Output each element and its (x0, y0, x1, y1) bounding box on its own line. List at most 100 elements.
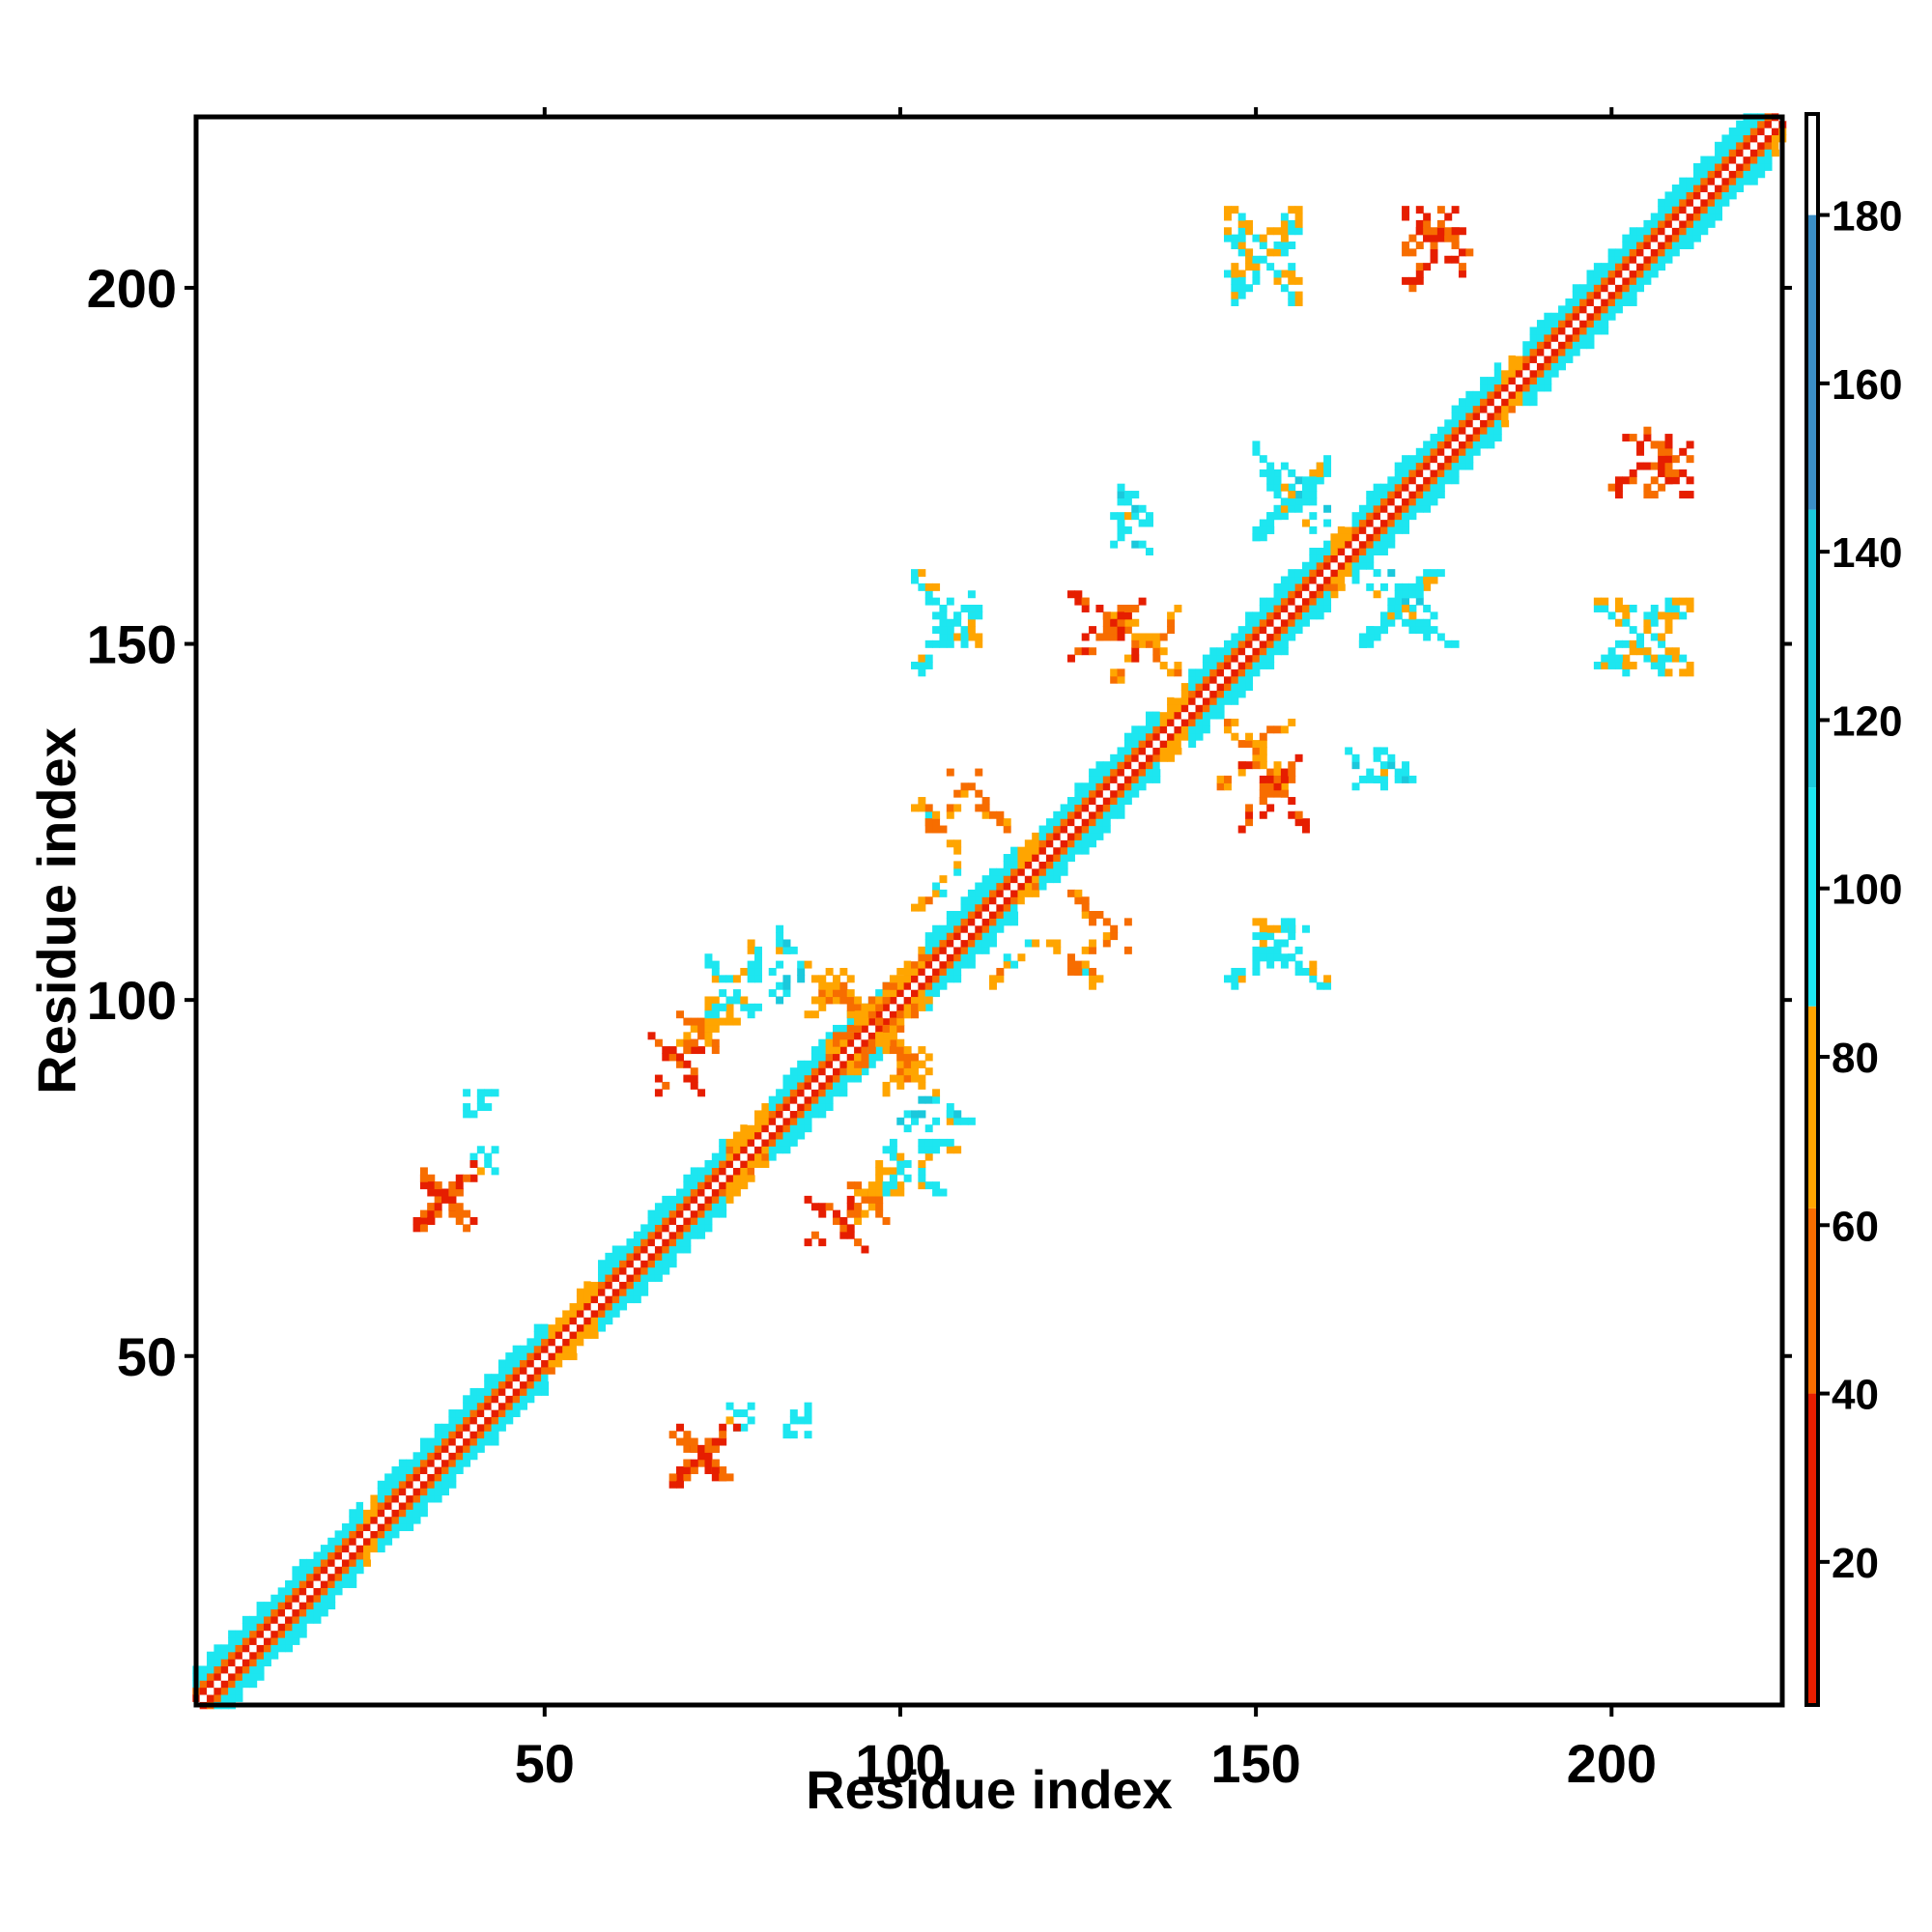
heatmap-cell (683, 1459, 692, 1467)
heatmap-cell (946, 633, 954, 641)
heatmap-cell (1003, 918, 1011, 926)
heatmap-cell (1245, 227, 1254, 236)
heatmap-cell (1565, 312, 1574, 321)
heatmap-cell (989, 932, 997, 941)
heatmap-cell (1643, 234, 1652, 242)
heatmap-cell (419, 1473, 428, 1482)
heatmap-cell (981, 810, 990, 819)
heatmap-cell (810, 975, 819, 983)
heatmap-cell (690, 1466, 698, 1475)
heatmap-cell (882, 1003, 891, 1011)
heatmap-cell (520, 1380, 527, 1389)
heatmap-cell (1288, 611, 1296, 620)
heatmap-cell (1643, 255, 1652, 264)
heatmap-cell (1301, 582, 1310, 591)
heatmap-cell (1415, 447, 1424, 456)
heatmap-cell (776, 981, 784, 990)
heatmap-cell (1664, 618, 1673, 627)
heatmap-cell (1622, 639, 1631, 648)
heatmap-cell (1451, 206, 1460, 214)
heatmap-cell (1123, 618, 1132, 627)
heatmap-cell (1202, 718, 1210, 726)
heatmap-cell (1629, 248, 1637, 257)
heatmap-cell (562, 1338, 571, 1347)
heatmap-cell (1074, 896, 1083, 905)
heatmap-cell (825, 1060, 834, 1068)
heatmap-cell (1601, 276, 1609, 285)
heatmap-cell (882, 1146, 891, 1154)
heatmap-cell (932, 611, 941, 620)
heatmap-cell (1544, 327, 1552, 335)
heatmap-cell (1273, 611, 1282, 620)
heatmap-cell (1430, 497, 1438, 506)
heatmap-cell (1415, 491, 1424, 499)
heatmap-cell (1180, 704, 1189, 713)
heatmap-cell (896, 967, 905, 976)
heatmap-cell (1045, 839, 1054, 848)
heatmap-cell (1508, 398, 1517, 407)
heatmap-cell (818, 1095, 827, 1104)
heatmap-cell (1451, 447, 1460, 456)
heatmap-cell (1373, 633, 1381, 641)
heatmap-cell (854, 1203, 863, 1211)
heatmap-cell (1387, 533, 1396, 542)
heatmap-cell (825, 967, 834, 976)
heatmap-cell (1430, 469, 1438, 477)
heatmap-cell (1402, 761, 1410, 770)
heatmap-cell (1379, 761, 1388, 770)
heatmap-cell (497, 1387, 506, 1396)
heatmap-cell (1032, 839, 1040, 848)
heatmap-cell (1423, 263, 1432, 271)
heatmap-cell (476, 1387, 485, 1396)
heatmap-cell (1614, 639, 1623, 648)
heatmap-cell (846, 1003, 855, 1011)
heatmap-cell (434, 1188, 442, 1197)
heatmap-cell (434, 1209, 442, 1218)
heatmap-cell (1643, 248, 1652, 257)
heatmap-cell (704, 1032, 713, 1040)
heatmap-cell (1650, 219, 1659, 228)
heatmap-cell (654, 1217, 663, 1225)
heatmap-cell (349, 1530, 357, 1539)
heatmap-cell (377, 1509, 385, 1518)
heatmap-cell (1430, 440, 1438, 449)
heatmap-cell (1501, 377, 1510, 385)
heatmap-cell (1123, 797, 1132, 806)
heatmap-cell (911, 1074, 919, 1083)
heatmap-cell (341, 1558, 350, 1567)
heatmap-cell (1379, 768, 1388, 777)
heatmap-cell (818, 1081, 827, 1090)
heatmap-cell (1358, 548, 1367, 555)
heatmap-cell (989, 918, 997, 926)
heatmap-cell (1472, 440, 1481, 449)
heatmap-cell (711, 1473, 720, 1482)
heatmap-cell (1010, 846, 1019, 855)
heatmap-cell (668, 1245, 677, 1254)
heatmap-cell (448, 1423, 457, 1432)
heatmap-cell (640, 1238, 649, 1247)
heatmap-cell (1066, 889, 1075, 897)
heatmap-cell (1700, 219, 1709, 228)
heatmap-cell (1373, 775, 1381, 783)
heatmap-cell (1622, 234, 1631, 242)
heatmap-cell (1252, 639, 1261, 648)
heatmap-cell (825, 996, 834, 1005)
heatmap-cell (1273, 946, 1282, 954)
heatmap-cell (697, 1089, 706, 1097)
heatmap-cell (754, 1138, 762, 1147)
heatmap-cell (256, 1602, 265, 1610)
heatmap-cell (1358, 533, 1367, 542)
heatmap-cell (1024, 839, 1033, 848)
heatmap-cell (654, 1238, 663, 1247)
heatmap-cell (1323, 604, 1332, 612)
heatmap-cell (541, 1366, 550, 1375)
heatmap-cell (611, 1281, 620, 1290)
heatmap-cell (981, 939, 990, 948)
heatmap-cell (576, 1295, 584, 1304)
heatmap-cell (704, 1174, 713, 1182)
heatmap-cell (512, 1387, 521, 1396)
heatmap-cell (1089, 939, 1097, 948)
heatmap-cell (1053, 854, 1062, 862)
heatmap-cell (747, 975, 755, 983)
heatmap-cell (867, 1010, 876, 1019)
